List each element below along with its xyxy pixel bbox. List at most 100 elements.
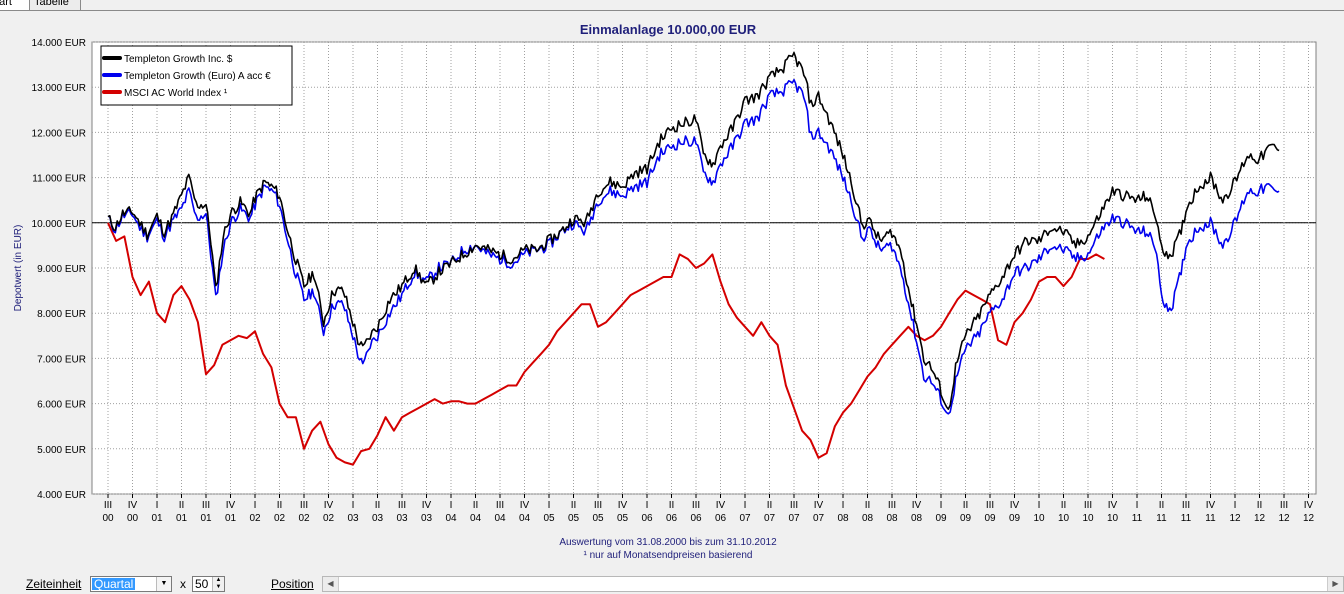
x-tick-quarter: I xyxy=(940,500,943,511)
chart-svg: Einmalanlage 10.000,00 EUR 4.000 EUR 5.00… xyxy=(13,22,1317,561)
x-tick-quarter: IV xyxy=(814,500,824,511)
x-tick-year: 02 xyxy=(274,513,286,524)
x-tick-quarter: I xyxy=(450,500,453,511)
x-tick-year: 00 xyxy=(102,513,114,524)
multiplier-value: 50 xyxy=(195,577,209,591)
x-tick-quarter: I xyxy=(842,500,845,511)
series-line xyxy=(107,78,1280,415)
x-tick-quarter: IV xyxy=(1304,500,1314,511)
x-tick-year: 04 xyxy=(470,513,482,524)
x-tick-quarter: II xyxy=(571,500,577,511)
x-tick-year: 10 xyxy=(1033,513,1045,524)
x-tick-year: 09 xyxy=(960,513,972,524)
stepper-arrows-icon[interactable]: ▲ ▼ xyxy=(212,577,224,591)
x-tick-quarter: II xyxy=(473,500,479,511)
x-tick-year: 12 xyxy=(1254,513,1266,524)
x-tick-year: 07 xyxy=(788,513,800,524)
zeiteinheit-label: Zeiteinheit xyxy=(26,577,82,591)
x-tick-quarter: II xyxy=(1061,500,1067,511)
x-tick-year: 03 xyxy=(347,513,359,524)
x-tick-year: 05 xyxy=(592,513,604,524)
bottom-toolbar: Zeiteinheit Quartal ▼ x 50 ▲ ▼ Position ◀… xyxy=(0,572,1344,594)
zeiteinheit-select[interactable]: Quartal ▼ xyxy=(90,576,172,592)
x-tick-quarter: III xyxy=(594,500,602,511)
x-tick-year: 05 xyxy=(568,513,580,524)
x-tick-quarter: I xyxy=(548,500,551,511)
footnote-range: Auswertung vom 31.08.2000 bis zum 31.10.… xyxy=(559,537,777,548)
x-tick-quarter: III xyxy=(790,500,798,511)
scroll-left-icon[interactable]: ◀ xyxy=(323,577,339,591)
x-tick-year: 01 xyxy=(200,513,212,524)
x-tick-year: 08 xyxy=(886,513,898,524)
x-tick-year: 01 xyxy=(225,513,237,524)
x-tick-quarter: IV xyxy=(128,500,138,511)
multiplier-stepper[interactable]: 50 ▲ ▼ xyxy=(192,576,225,592)
legend-label: Templeton Growth Inc. $ xyxy=(124,54,233,65)
x-tick-quarter: IV xyxy=(422,500,432,511)
x-tick-quarter: III xyxy=(104,500,112,511)
y-tick-label: 4.000 EUR xyxy=(37,490,86,501)
x-tick-year: 04 xyxy=(519,513,531,524)
x-tick-year: 07 xyxy=(739,513,751,524)
x-tick-quarter: I xyxy=(352,500,355,511)
tab-chart[interactable]: hart xyxy=(0,0,32,11)
x-tick-quarter: I xyxy=(156,500,159,511)
y-tick-label: 9.000 EUR xyxy=(37,264,86,275)
x-tick-quarter: III xyxy=(1182,500,1190,511)
x-tick-year: 10 xyxy=(1082,513,1094,524)
x-tick-year: 01 xyxy=(176,513,188,524)
x-tick-quarter: I xyxy=(1234,500,1237,511)
legend-label: MSCI AC World Index ¹ xyxy=(124,88,228,99)
x-tick-quarter: III xyxy=(300,500,308,511)
x-tick-year: 02 xyxy=(323,513,335,524)
x-tick-year: 11 xyxy=(1132,513,1143,524)
y-axis-label: Depotwert (in EUR) xyxy=(13,225,24,312)
x-tick-quarter: I xyxy=(254,500,257,511)
x-tick-quarter: IV xyxy=(324,500,334,511)
y-tick-label: 5.000 EUR xyxy=(37,445,86,456)
x-tick-year: 06 xyxy=(715,513,727,524)
x-tick-quarter: II xyxy=(1159,500,1165,511)
x-tick-year: 05 xyxy=(543,513,555,524)
x-tick-year: 02 xyxy=(298,513,310,524)
y-tick-label: 13.000 EUR xyxy=(32,83,86,94)
x-tick-year: 06 xyxy=(666,513,678,524)
tab-table[interactable]: Tabelle xyxy=(29,0,81,11)
legend-label: Templeton Growth (Euro) A acc € xyxy=(124,71,271,82)
x-tick-quarter: III xyxy=(888,500,896,511)
x-tick-quarter: IV xyxy=(618,500,628,511)
x-tick-year: 06 xyxy=(690,513,702,524)
position-label: Position xyxy=(271,577,314,591)
series-group xyxy=(107,51,1280,466)
y-tick-label: 14.000 EUR xyxy=(32,38,86,49)
x-tick-year: 07 xyxy=(764,513,776,524)
legend-box xyxy=(100,45,293,106)
x-tick-quarter: III xyxy=(1084,500,1092,511)
x-tick-quarter: III xyxy=(398,500,406,511)
x-tick-quarter: IV xyxy=(716,500,726,511)
x-tick-year: 08 xyxy=(911,513,923,524)
x-tick-year: 06 xyxy=(641,513,653,524)
x-tick-year: 12 xyxy=(1229,513,1241,524)
y-axis: 4.000 EUR 5.000 EUR 6.000 EUR 7.000 EUR 8.00… xyxy=(32,38,86,501)
x-tick-quarter: I xyxy=(1038,500,1041,511)
x-tick-quarter: II xyxy=(277,500,283,511)
x-tick-quarter: II xyxy=(865,500,871,511)
x-tick-quarter: II xyxy=(963,500,969,511)
series-line xyxy=(107,51,1280,410)
x-tick-quarter: IV xyxy=(520,500,530,511)
x-tick-quarter: III xyxy=(202,500,210,511)
multiplier-x-label: x xyxy=(180,577,186,591)
x-tick-quarter: IV xyxy=(912,500,922,511)
x-tick-year: 00 xyxy=(127,513,139,524)
scroll-right-icon[interactable]: ▶ xyxy=(1327,577,1343,591)
x-tick-year: 02 xyxy=(249,513,261,524)
x-tick-quarter: IV xyxy=(1108,500,1118,511)
y-tick-label: 10.000 EUR xyxy=(32,219,86,230)
x-tick-year: 03 xyxy=(372,513,384,524)
position-scrollbar[interactable]: ◀ ▶ xyxy=(322,576,1344,592)
x-tick-quarter: III xyxy=(496,500,504,511)
x-tick-quarter: III xyxy=(692,500,700,511)
x-tick-year: 10 xyxy=(1107,513,1119,524)
chevron-down-icon[interactable]: ▼ xyxy=(156,577,171,591)
